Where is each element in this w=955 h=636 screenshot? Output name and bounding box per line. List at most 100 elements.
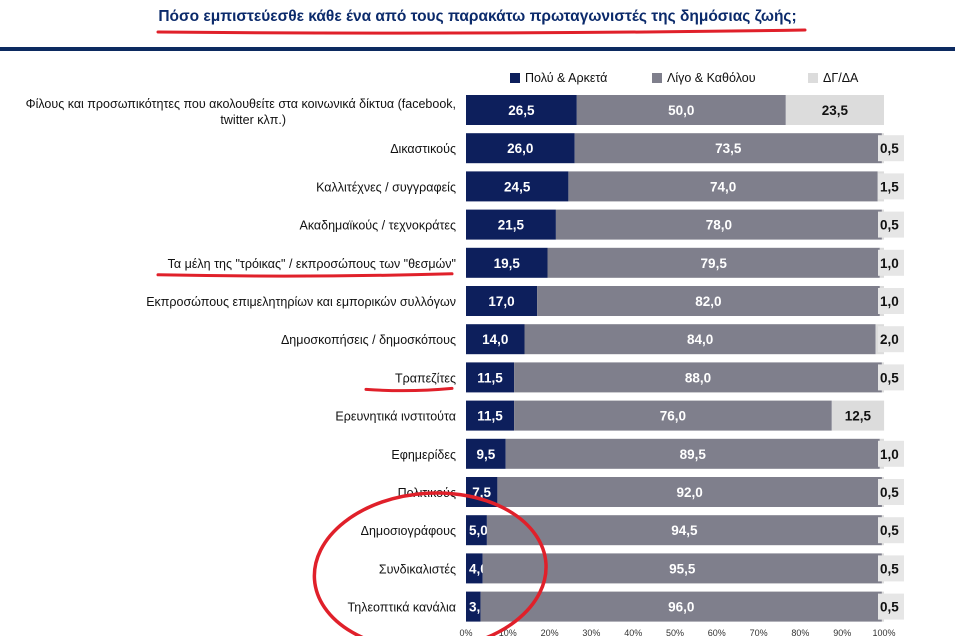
data-label: 96,0 [668,600,694,615]
small-value-box [878,211,904,238]
category-label: Δημοσκοπήσεις / δημοσκόπους [281,333,456,347]
data-label: 5,0 [469,523,488,538]
data-label: 74,0 [710,179,736,194]
bar-segment [514,400,832,431]
x-tick-label: 10% [499,628,517,636]
data-label: 0,5 [880,561,899,576]
bar-segment [466,133,575,164]
data-label: 17,0 [488,294,514,309]
category-label: twitter κλπ.) [220,113,286,127]
category-label: Τηλεοπτικά κανάλια [348,601,456,615]
red-circle-annotation [312,491,548,636]
x-tick-label: 20% [541,628,559,636]
data-label: 14,0 [482,332,508,347]
small-value-box [878,249,904,276]
chart-title: Πόσο εμπιστεύεσθε κάθε ένα από τους παρα… [158,8,797,25]
data-label: 0,5 [880,600,899,615]
x-tick-label: 90% [833,628,851,636]
x-tick-label: 30% [582,628,600,636]
category-label: Δημοσιογράφους [361,524,456,538]
data-label: 94,5 [671,523,698,538]
data-label: 73,5 [715,141,742,156]
data-label: 2,0 [880,332,899,347]
bar-segment [482,553,882,584]
bar-segment [480,591,882,622]
category-label: Εκπροσώπους επιμελητηρίων και εμπορικών … [146,295,456,309]
data-label: 24,5 [504,179,531,194]
small-value-box [878,326,904,353]
bar-segment [466,247,548,278]
bar-segment [574,133,882,164]
data-label: 50,0 [668,103,694,118]
bar-segment [466,591,481,622]
small-value-box [878,517,904,544]
legend-label-1: Λίγο & Καθόλου [667,71,756,85]
data-label: 95,5 [669,561,696,576]
data-label: 78,0 [706,218,732,233]
data-label: 79,5 [701,256,728,271]
bar-segment [547,247,880,278]
bar-segment [785,95,884,125]
bar-segment [466,324,525,355]
title-red-underline [156,28,807,35]
small-value-box [878,288,904,314]
category-label: Εφημερίδες [391,448,456,462]
bar-segment [466,95,577,125]
bar-segment [568,171,878,202]
category-label: Δικαστικούς [390,142,456,156]
category-label: Καλλιτέχνες / συγγραφείς [316,180,456,194]
x-tick-label: 70% [750,628,768,636]
bar-segment [576,95,786,125]
small-value-box [878,364,904,391]
small-value-box [878,173,904,200]
bar-segment [524,324,876,355]
data-label: 26,5 [508,103,535,118]
data-label: 0,5 [880,523,899,538]
data-label: 76,0 [660,409,686,424]
data-label: 21,5 [498,218,525,233]
small-value-box [878,440,904,467]
bar-segment [497,477,882,507]
small-value-box [878,135,904,162]
data-label: 82,0 [695,294,721,309]
category-red-underline [364,386,454,393]
category-red-underline [156,272,454,278]
data-label: 88,0 [685,370,711,385]
x-tick-label: 80% [791,628,809,636]
data-label: 1,0 [880,256,899,271]
data-label: 92,0 [676,485,702,500]
legend-swatch-0 [510,73,520,83]
data-label: 23,5 [822,103,849,118]
bar-segment [466,438,506,469]
data-label: 26,0 [507,141,533,156]
legend-swatch-1 [652,73,662,83]
bar-segment [466,553,483,584]
category-label: Τραπεζίτες [395,371,456,385]
data-label: 0,5 [880,485,899,500]
data-label: 9,5 [477,447,496,462]
bar-segment [831,400,885,431]
x-tick-label: 0% [459,628,472,636]
small-value-box [878,555,904,582]
data-label: 1,5 [880,179,899,194]
small-value-box [878,479,904,505]
small-value-box [878,593,904,620]
data-label: 0,5 [880,141,899,156]
data-label: 89,5 [680,447,707,462]
data-label: 0,5 [880,218,899,233]
bar-segment [466,362,515,393]
bar-segment [505,438,880,469]
category-label: Συνδικαλιστές [379,562,456,576]
data-label: 84,0 [687,332,713,347]
x-tick-label: 60% [708,628,726,636]
title-underline-rule [0,47,955,51]
x-tick-label: 40% [624,628,642,636]
x-tick-label: 100% [872,628,895,636]
bar-segment [466,515,487,546]
bar-segment [555,209,882,240]
data-label: 1,0 [880,447,899,462]
data-label: 0,5 [880,370,899,385]
x-tick-label: 50% [666,628,684,636]
bar-segment [466,286,538,316]
